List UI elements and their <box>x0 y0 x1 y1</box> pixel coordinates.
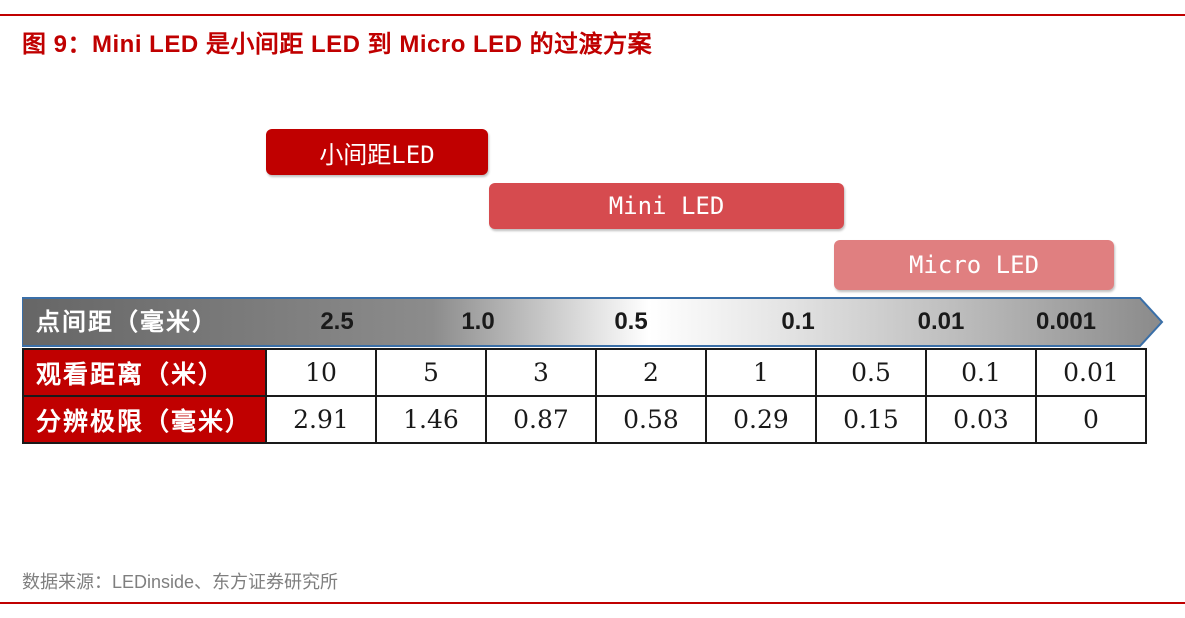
table-cell: 0.87 <box>485 395 597 444</box>
pitch-arrow-band <box>22 297 1164 347</box>
table-cell: 1.46 <box>375 395 487 444</box>
micro-led-label: Micro LED <box>908 251 1040 279</box>
table-cell: 2.91 <box>265 395 377 444</box>
pitch-value: 0.01 <box>917 308 965 335</box>
small-pitch-led-bar: 小间距LED <box>266 129 488 175</box>
table-cell: 0.29 <box>705 395 817 444</box>
source-note: 数据来源：LEDinside、东方证券研究所 <box>22 572 339 592</box>
table-cell: 0.1 <box>925 348 1037 397</box>
pitch-value: 0.5 <box>614 308 648 335</box>
table-cell: 0.01 <box>1035 348 1147 397</box>
table-row: 分辨极限（毫米） 2.91 1.46 0.87 0.58 0.29 0.15 0… <box>22 395 1147 444</box>
resolution-limit-label: 分辨极限（毫米） <box>22 395 267 444</box>
mini-led-label: Mini LED <box>608 192 725 220</box>
table-cell: 0 <box>1035 395 1147 444</box>
bottom-divider <box>0 602 1185 604</box>
figure-title: 图 9：Mini LED 是小间距 LED 到 Micro LED 的过渡方案 <box>22 31 653 58</box>
small-pitch-led-label: 小间距LED <box>319 140 435 169</box>
micro-led-bar: Micro LED <box>834 240 1114 290</box>
pitch-value: 0.1 <box>781 308 815 335</box>
mini-led-bar: Mini LED <box>489 183 844 229</box>
table-cell: 0.15 <box>815 395 927 444</box>
pitch-row-label: 点间距（毫米） <box>36 307 218 336</box>
distance-resolution-table: 观看距离（米） 10 5 3 2 1 0.5 0.1 0.01 分辨极限（毫米）… <box>22 348 1147 444</box>
pitch-value: 2.5 <box>320 308 354 335</box>
table-cell: 10 <box>265 348 377 397</box>
pitch-value: 0.001 <box>1035 308 1097 335</box>
top-divider <box>0 14 1185 16</box>
table-cell: 5 <box>375 348 487 397</box>
table-cell: 0.58 <box>595 395 707 444</box>
table-cell: 0.5 <box>815 348 927 397</box>
viewing-distance-label: 观看距离（米） <box>22 348 267 397</box>
table-cell: 2 <box>595 348 707 397</box>
table-cell: 3 <box>485 348 597 397</box>
table-cell: 1 <box>705 348 817 397</box>
table-cell: 0.03 <box>925 395 1037 444</box>
table-row: 观看距离（米） 10 5 3 2 1 0.5 0.1 0.01 <box>22 348 1147 397</box>
pitch-value: 1.0 <box>461 308 495 335</box>
